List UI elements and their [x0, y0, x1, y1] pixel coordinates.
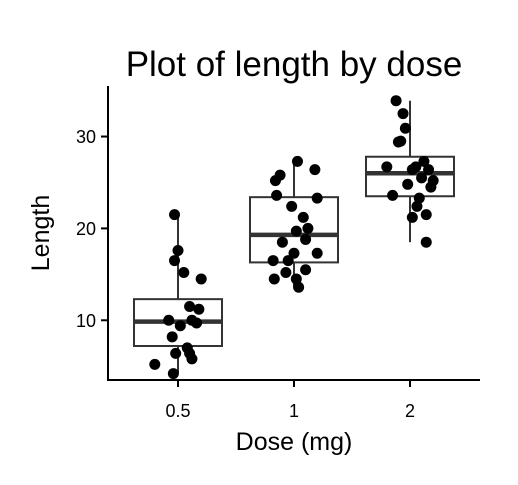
data-point	[186, 353, 198, 365]
data-point	[309, 164, 321, 176]
data-point	[381, 161, 393, 173]
data-point	[411, 200, 423, 212]
data-point	[195, 273, 207, 285]
data-point	[413, 192, 425, 204]
x-axis-ticks: 0.5 1 2	[165, 380, 415, 421]
data-point	[291, 155, 303, 167]
data-point	[420, 209, 432, 221]
data-point	[166, 331, 178, 343]
y-axis-ticks: 10 20 30	[76, 127, 108, 331]
chart-title: Plot of length by dose	[126, 45, 463, 84]
data-point	[390, 95, 402, 107]
data-point	[163, 314, 175, 326]
x-tick-label: 1	[289, 401, 299, 421]
data-point	[184, 301, 196, 312]
data-point	[399, 122, 411, 134]
data-point	[311, 192, 323, 204]
data-point	[193, 303, 205, 315]
data-point	[290, 273, 302, 285]
data-point	[282, 255, 294, 267]
data-point	[397, 108, 409, 120]
data-point	[169, 255, 181, 267]
data-point	[423, 164, 435, 176]
y-tick-label: 10	[76, 311, 96, 331]
plot-area	[133, 95, 455, 380]
data-point	[149, 358, 161, 370]
data-point	[170, 347, 182, 359]
points-1	[267, 155, 323, 293]
points-2	[381, 95, 439, 248]
data-point	[392, 136, 404, 148]
data-point	[293, 281, 305, 293]
data-point	[276, 236, 288, 248]
data-point	[280, 267, 292, 279]
y-axis-title: Length	[27, 195, 55, 271]
data-point	[402, 178, 414, 190]
data-point	[268, 273, 280, 285]
y-tick-label: 30	[76, 127, 96, 147]
data-point	[191, 317, 203, 329]
data-point	[286, 200, 298, 212]
data-point	[288, 247, 300, 259]
x-tick-label: 0.5	[165, 401, 190, 421]
data-point	[302, 222, 314, 234]
x-tick-label: 2	[405, 401, 415, 421]
data-point	[178, 267, 190, 279]
data-point	[267, 255, 279, 267]
data-point	[406, 164, 418, 176]
data-point	[416, 172, 428, 184]
x-axis-title: Dose (mg)	[236, 428, 353, 456]
data-point	[172, 244, 184, 256]
data-point	[300, 264, 312, 276]
data-point	[406, 211, 418, 223]
points-0.5	[149, 209, 207, 380]
data-point	[174, 320, 186, 332]
data-point	[418, 155, 430, 167]
y-tick-label: 20	[76, 219, 96, 239]
data-point	[290, 225, 302, 237]
data-point	[387, 189, 399, 201]
data-point	[167, 368, 179, 380]
data-point	[297, 211, 309, 223]
data-point	[420, 236, 432, 248]
data-point	[311, 247, 323, 259]
data-point	[271, 189, 283, 201]
data-point	[425, 181, 437, 193]
data-point	[169, 209, 181, 221]
data-point	[269, 175, 281, 187]
box-1	[249, 161, 339, 288]
box-iqr	[365, 155, 455, 198]
data-point	[300, 233, 312, 245]
